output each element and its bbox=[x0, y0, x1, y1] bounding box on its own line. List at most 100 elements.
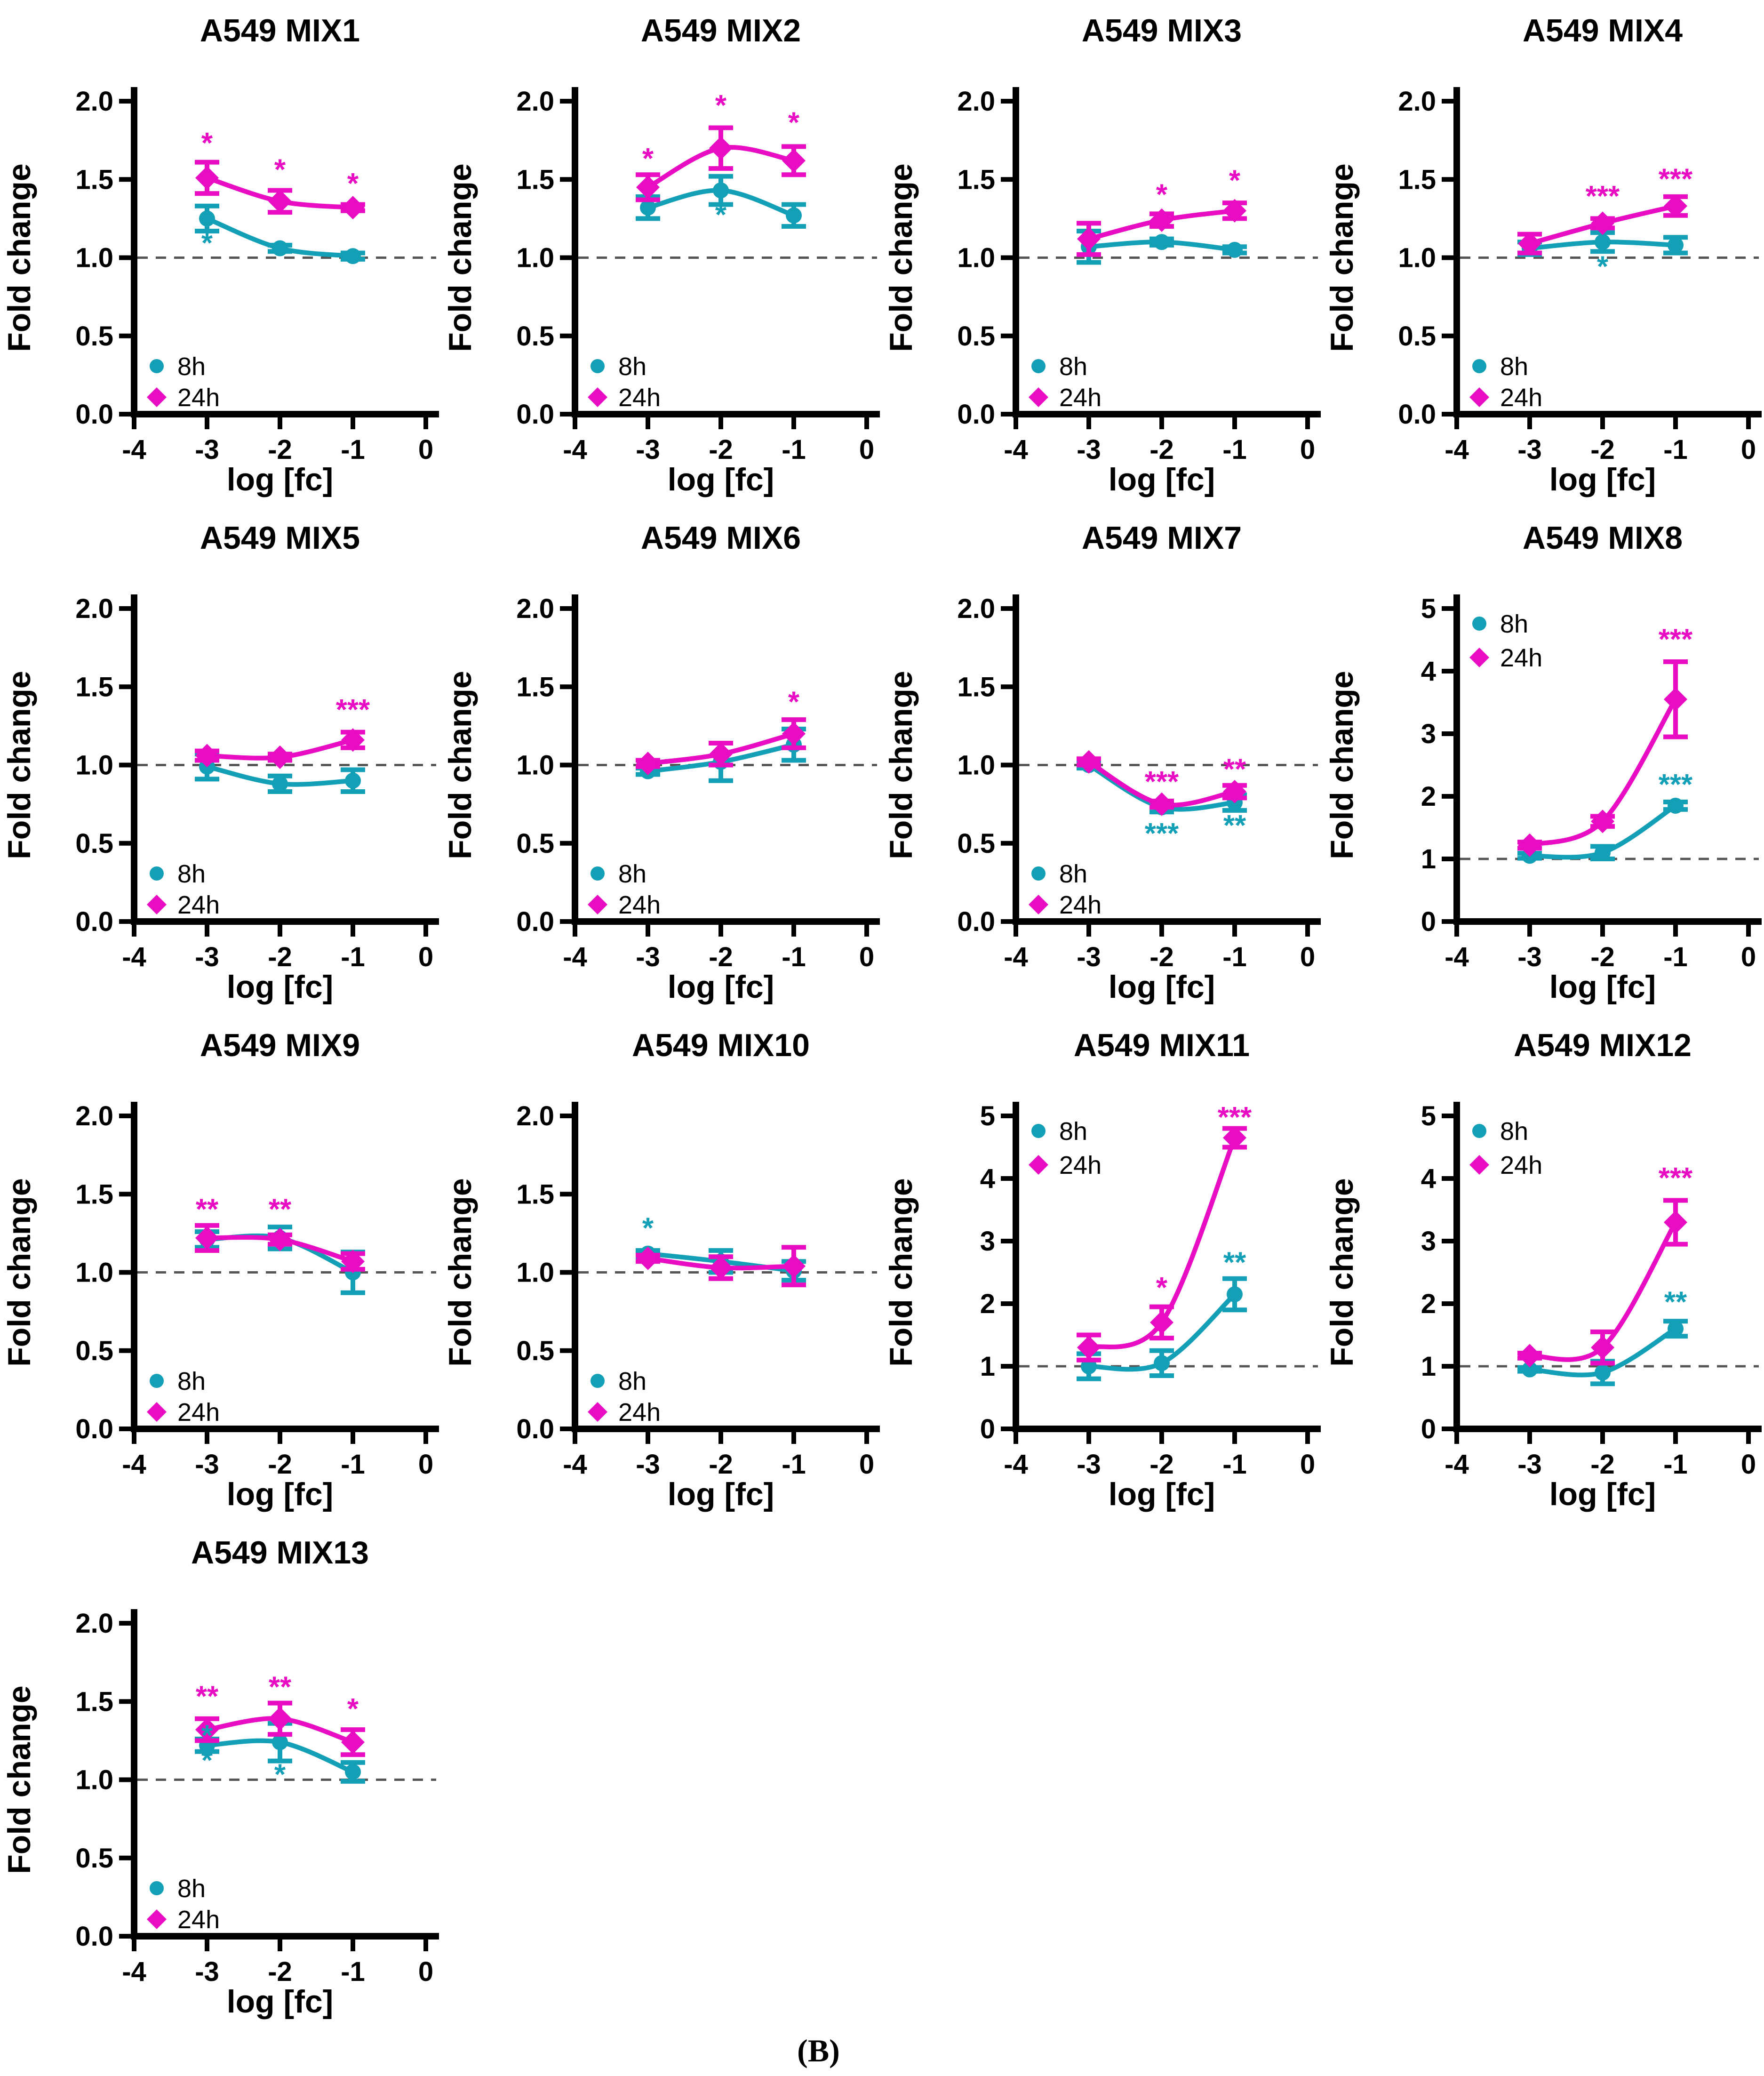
x-tick-label: -1 bbox=[1663, 942, 1688, 972]
y-tick-label: 2.0 bbox=[1398, 86, 1436, 117]
chart-svg: A549 MIX7 -4 -3 -2 -1 0 0.0 0.5 1.0 1.5 2.0 log [fc… bbox=[883, 520, 1321, 1005]
legend-marker-8h-icon bbox=[1472, 617, 1486, 631]
legend-label-24h: 24h bbox=[1059, 384, 1102, 412]
legend-marker-24h-icon bbox=[147, 1402, 167, 1422]
significance-stars-8h: *** bbox=[1145, 818, 1179, 850]
x-tick-label: 0 bbox=[859, 1449, 874, 1480]
significance-stars-24h: * bbox=[274, 153, 286, 186]
x-tick-label: 0 bbox=[418, 942, 433, 972]
data-point-24h-diamond bbox=[1223, 199, 1246, 223]
significance-stars-24h: * bbox=[1229, 165, 1241, 197]
data-point-24h-diamond bbox=[709, 136, 733, 160]
chart-svg: A549 MIX3 -4 -3 -2 -1 0 0.0 0.5 1.0 1.5 2.0 log [fc… bbox=[883, 13, 1321, 497]
y-axis-label: Fold change bbox=[1324, 671, 1360, 859]
x-axis-label: log [fc] bbox=[227, 969, 334, 1005]
panel-title: A549 MIX7 bbox=[1082, 520, 1242, 556]
y-tick-label: 2.0 bbox=[75, 1608, 113, 1639]
chart-svg: A549 MIX6 -4 -3 -2 -1 0 0.0 0.5 1.0 1.5 2.0 log [fc… bbox=[442, 520, 880, 1005]
significance-stars-24h: ** bbox=[196, 1680, 219, 1713]
x-tick-label: -2 bbox=[1590, 434, 1615, 465]
data-point-24h-diamond bbox=[782, 149, 806, 173]
x-tick-label: -4 bbox=[1445, 942, 1469, 972]
panel-a549-mix13: A549 MIX13 -4 -3 -2 -1 0 0.0 0.5 1.0 1.5 2.0 log [f… bbox=[0, 1522, 441, 2029]
y-axis-label: Fold change bbox=[1, 1178, 37, 1366]
significance-stars-24h: * bbox=[347, 168, 359, 200]
x-axis-label: log [fc] bbox=[1549, 1476, 1656, 1512]
x-axis-label: log [fc] bbox=[227, 1984, 334, 2020]
chart-svg: A549 MIX1 -4 -3 -2 -1 0 0.0 0.5 1.0 1.5 2.0 log [fc… bbox=[1, 13, 439, 497]
x-axis-label: log [fc] bbox=[1109, 462, 1215, 497]
panel-title: A549 MIX3 bbox=[1082, 13, 1242, 48]
significance-stars-24h: * bbox=[1156, 1272, 1168, 1304]
legend-label-8h: 8h bbox=[177, 1367, 206, 1395]
legend-label-24h: 24h bbox=[177, 891, 220, 919]
y-tick-label: 4 bbox=[980, 1163, 995, 1194]
y-tick-label: 4 bbox=[1421, 1163, 1436, 1194]
y-tick-label: 5 bbox=[1421, 1101, 1436, 1131]
significance-stars-24h: *** bbox=[336, 694, 370, 726]
x-tick-label: -2 bbox=[268, 1956, 292, 1987]
x-tick-label: -1 bbox=[782, 1449, 806, 1480]
data-point-8h-circle bbox=[1154, 1355, 1170, 1371]
data-point-24h-diamond bbox=[268, 1227, 292, 1251]
legend-marker-24h-icon bbox=[147, 895, 167, 914]
panel-title: A549 MIX2 bbox=[641, 13, 801, 48]
legend-label-8h: 8h bbox=[1059, 1117, 1087, 1146]
x-tick-label: -1 bbox=[1222, 434, 1247, 465]
legend-marker-8h-icon bbox=[1472, 359, 1486, 373]
data-point-24h-diamond bbox=[268, 745, 292, 769]
x-tick-label: -4 bbox=[122, 1956, 146, 1987]
y-tick-label: 5 bbox=[980, 1101, 995, 1131]
x-tick-label: -2 bbox=[1149, 434, 1174, 465]
legend-marker-8h-icon bbox=[591, 1374, 605, 1388]
x-tick-label: -3 bbox=[1077, 434, 1101, 465]
y-tick-label: 0.0 bbox=[957, 399, 995, 430]
legend-marker-8h-icon bbox=[150, 1881, 164, 1895]
y-tick-label: 2.0 bbox=[957, 86, 995, 117]
data-point-24h-diamond bbox=[636, 1246, 660, 1270]
y-axis-label: Fold change bbox=[883, 1178, 919, 1366]
panel-a549-mix4: A549 MIX4 -4 -3 -2 -1 0 0.0 0.5 1.0 1.5 2.0 log [fc… bbox=[1323, 0, 1764, 507]
legend-label-8h: 8h bbox=[177, 1875, 206, 1903]
x-tick-label: -2 bbox=[1149, 942, 1174, 972]
panel-title: A549 MIX8 bbox=[1523, 520, 1683, 556]
x-tick-label: -1 bbox=[1663, 1449, 1688, 1480]
y-tick-label: 1.5 bbox=[516, 672, 554, 702]
x-tick-label: -4 bbox=[122, 1449, 146, 1480]
data-point-8h-circle bbox=[199, 210, 215, 227]
significance-stars-8h: * bbox=[1597, 250, 1609, 283]
legend-marker-24h-icon bbox=[588, 895, 607, 914]
data-point-24h-diamond bbox=[1223, 1126, 1246, 1150]
x-axis-label: log [fc] bbox=[1109, 969, 1215, 1005]
y-tick-label: 1 bbox=[1421, 844, 1436, 874]
panel-a549-mix9: A549 MIX9 -4 -3 -2 -1 0 0.0 0.5 1.0 1.5 2.0 log [fc… bbox=[0, 1015, 441, 1522]
significance-stars-24h: * bbox=[642, 143, 654, 175]
y-tick-label: 1.0 bbox=[516, 1258, 554, 1288]
significance-stars-24h: ** bbox=[196, 1194, 219, 1226]
data-point-24h-diamond bbox=[782, 1254, 806, 1278]
x-tick-label: 0 bbox=[1300, 1449, 1315, 1480]
legend-marker-24h-icon bbox=[588, 387, 607, 407]
y-tick-label: 1.5 bbox=[957, 672, 995, 702]
y-tick-label: 0.5 bbox=[516, 321, 554, 352]
significance-stars-24h: * bbox=[347, 1693, 359, 1725]
x-tick-label: 0 bbox=[418, 1449, 433, 1480]
significance-stars-24h: * bbox=[1156, 179, 1168, 211]
data-point-8h-circle bbox=[345, 248, 361, 265]
data-point-8h-circle bbox=[1227, 241, 1243, 258]
legend-label-8h: 8h bbox=[177, 860, 206, 888]
x-tick-label: -4 bbox=[122, 942, 146, 972]
series-line-24h bbox=[1088, 1137, 1237, 1350]
data-point-24h-diamond bbox=[1077, 227, 1101, 251]
significance-stars-8h: ** bbox=[1223, 1247, 1246, 1279]
significance-stars-8h: * bbox=[201, 227, 213, 260]
y-tick-label: 1 bbox=[980, 1351, 995, 1382]
panel-title: A549 MIX11 bbox=[1074, 1027, 1250, 1063]
panel-title: A549 MIX13 bbox=[191, 1535, 369, 1571]
x-axis-label: log [fc] bbox=[668, 462, 774, 497]
panel-title: A549 MIX5 bbox=[200, 520, 360, 556]
panel-a549-mix10: A549 MIX10 -4 -3 -2 -1 0 0.0 0.5 1.0 1.5 2.0 log [f… bbox=[441, 1015, 882, 1522]
x-tick-label: -3 bbox=[1077, 1449, 1101, 1480]
panel-a549-mix3: A549 MIX3 -4 -3 -2 -1 0 0.0 0.5 1.0 1.5 2.0 log [fc… bbox=[882, 0, 1323, 507]
chart-svg: A549 MIX11 -4 -3 -2 -1 0 0 1 2 3 4 5 log [fc] Fold ch… bbox=[883, 1027, 1321, 1512]
